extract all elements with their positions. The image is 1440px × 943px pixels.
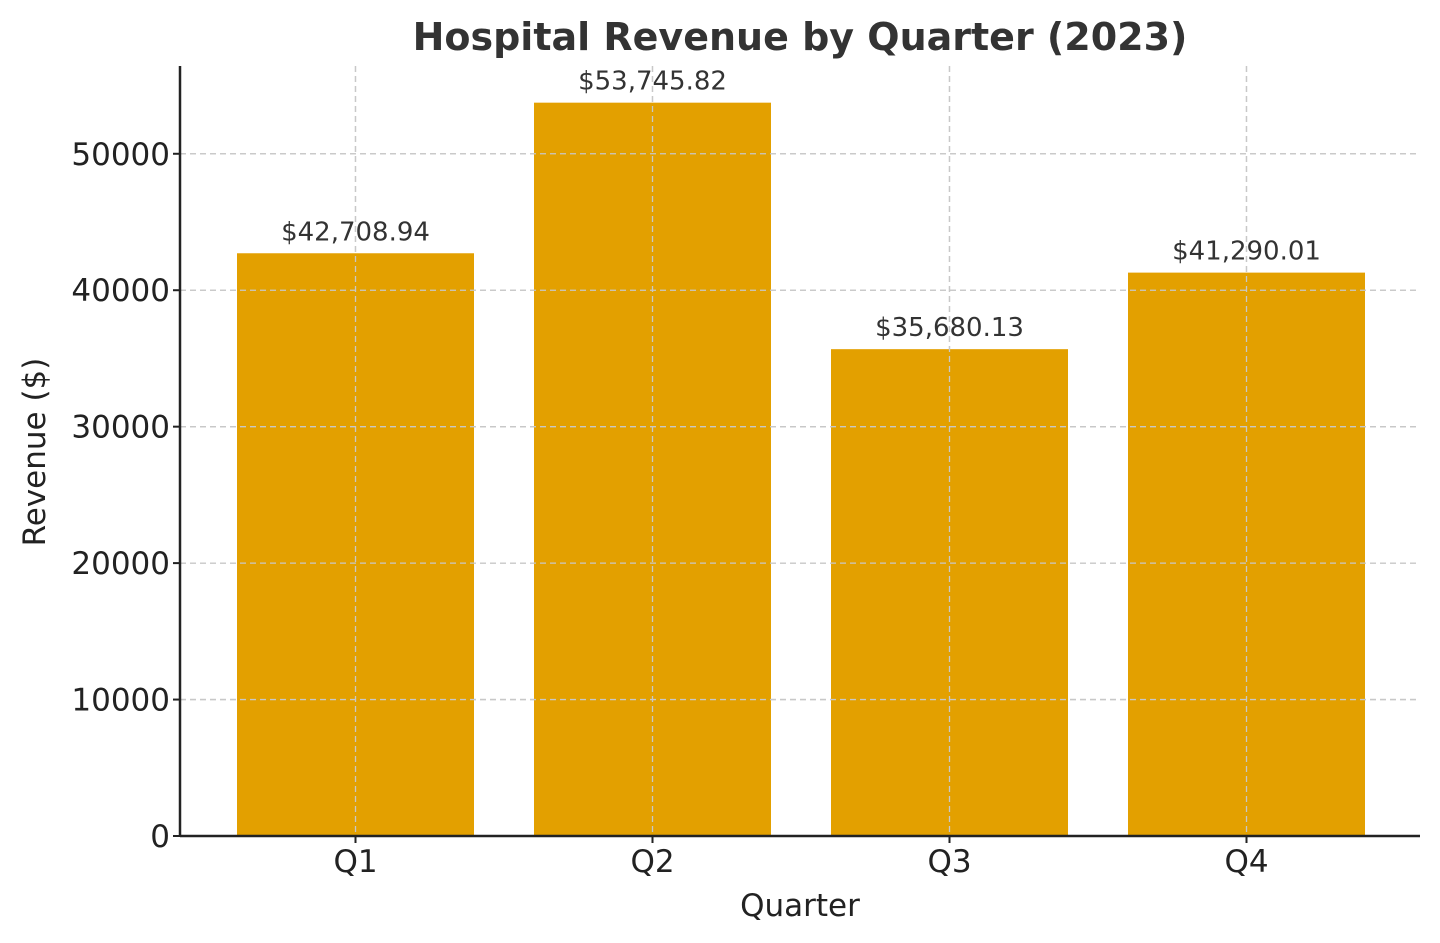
x-tick-label: Q1 bbox=[333, 844, 377, 880]
y-tick-label: 10000 bbox=[71, 683, 170, 719]
y-tick-label: 30000 bbox=[71, 410, 170, 446]
axes-layer bbox=[173, 66, 1420, 843]
data-label-q1: $42,708.94 bbox=[281, 217, 430, 247]
data-label-q2: $53,745.82 bbox=[578, 67, 727, 97]
labels-layer: 0 10000 20000 30000 40000 50000 Q1 Q2 Q3 Q4 $42,70… bbox=[71, 67, 1321, 880]
x-tick-label: Q4 bbox=[1224, 844, 1268, 880]
bars-layer bbox=[180, 66, 1420, 836]
y-axis-label: Revenue ($) bbox=[17, 358, 53, 547]
y-tick-label: 0 bbox=[150, 819, 170, 855]
x-axis-label: Quarter bbox=[740, 888, 860, 924]
chart-title: Hospital Revenue by Quarter (2023) bbox=[413, 15, 1188, 59]
y-tick-label: 20000 bbox=[71, 546, 170, 582]
data-label-q4: $41,290.01 bbox=[1172, 237, 1321, 267]
y-tick-label: 40000 bbox=[71, 273, 170, 309]
x-tick-label: Q2 bbox=[630, 844, 674, 880]
x-tick-label: Q3 bbox=[927, 844, 971, 880]
bar-q3 bbox=[831, 349, 1068, 836]
data-label-q3: $35,680.13 bbox=[875, 313, 1024, 343]
y-tick-label: 50000 bbox=[71, 137, 170, 173]
